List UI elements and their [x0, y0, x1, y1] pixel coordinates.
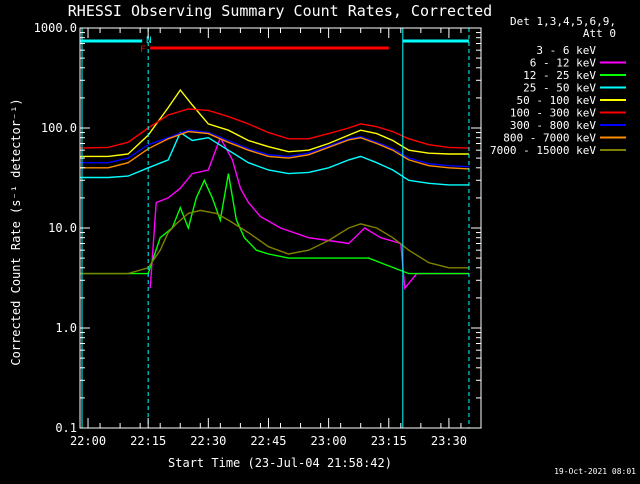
x-tick-label-2: 22:30 — [190, 434, 226, 448]
footer-date: 19-Oct-2021 08:01 — [554, 467, 636, 476]
legend-label-2: 12 - 25 keV — [523, 69, 596, 82]
x-tick-label-0: 22:00 — [70, 434, 106, 448]
legend-label-3: 25 - 50 keV — [523, 82, 596, 95]
x-tick-label-4: 23:00 — [311, 434, 347, 448]
x-tick-label-5: 23:15 — [371, 434, 407, 448]
y-axis-label-text: Corrected Count Rate (s⁻¹ detector⁻¹) — [9, 98, 23, 365]
legend-label-5: 100 - 300 keV — [510, 107, 596, 120]
series-line-5 — [79, 108, 470, 149]
series-line-6 — [80, 129, 470, 168]
y-tick-label-4: 1000.0 — [34, 21, 77, 35]
legend-label-7: 800 - 7000 keV — [503, 132, 596, 145]
series-line-8 — [80, 209, 469, 275]
night-label: N — [146, 36, 151, 46]
detector-info-1: Att 0 — [583, 27, 616, 40]
chart-title: RHESSI Observing Summary Count Rates, Co… — [68, 2, 492, 20]
x-axis-label: Start Time (23-Jul-04 21:58:42) — [168, 456, 392, 470]
series-line-3 — [80, 131, 469, 186]
plot-area: NF 0.1 1.0 10.0 100.0 1000.0 22:00 22:15 22:30 22… — [34, 21, 482, 448]
y-tick-label-3: 100.0 — [41, 121, 77, 135]
y-tick-label-0: 0.1 — [55, 421, 77, 435]
legend-label-4: 50 - 100 keV — [517, 94, 597, 107]
legend-label-8: 7000 - 15000 keV — [490, 144, 596, 157]
x-tick-label-3: 22:45 — [250, 434, 286, 448]
detector-info-0: Det 1,3,4,5,6,9, — [510, 15, 616, 28]
flare-label: F — [140, 45, 145, 55]
x-tick-label-1: 22:15 — [130, 434, 166, 448]
y-axis-label: Corrected Count Rate (s⁻¹ detector⁻¹) — [9, 98, 23, 365]
series-line-7 — [80, 130, 470, 170]
y-tick-label-1: 1.0 — [55, 321, 77, 335]
x-tick-label-6: 23:30 — [431, 434, 467, 448]
legend-label-1: 6 - 12 keV — [530, 57, 597, 70]
series-line-2 — [80, 173, 469, 275]
legend-label-0: 3 - 6 keV — [536, 44, 596, 57]
legend-label-6: 300 - 800 keV — [510, 119, 596, 132]
y-tick-label-2: 10.0 — [48, 221, 77, 235]
